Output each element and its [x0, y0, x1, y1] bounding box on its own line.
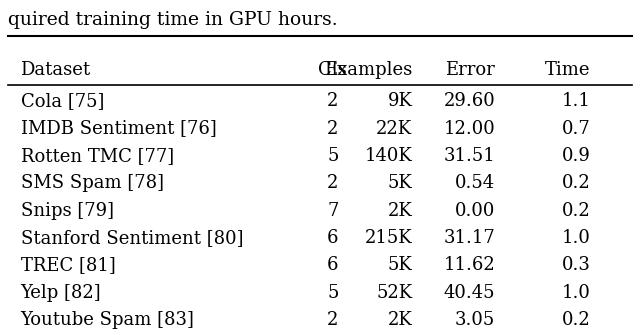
Text: 6: 6: [327, 229, 339, 247]
Text: 1.0: 1.0: [562, 284, 591, 302]
Text: TREC [81]: TREC [81]: [20, 257, 115, 274]
Text: Youtube Spam [83]: Youtube Spam [83]: [20, 311, 195, 329]
Text: 5K: 5K: [388, 174, 412, 192]
Text: 215K: 215K: [365, 229, 412, 247]
Text: 9K: 9K: [388, 92, 412, 110]
Text: 2: 2: [327, 174, 339, 192]
Text: 29.60: 29.60: [444, 92, 495, 110]
Text: 1.1: 1.1: [562, 92, 591, 110]
Text: Dataset: Dataset: [20, 61, 91, 79]
Text: Examples: Examples: [324, 61, 412, 79]
Text: 12.00: 12.00: [444, 120, 495, 137]
Text: 31.51: 31.51: [444, 147, 495, 165]
Text: 6: 6: [327, 257, 339, 274]
Text: 7: 7: [327, 202, 339, 220]
Text: IMDB Sentiment [76]: IMDB Sentiment [76]: [20, 120, 216, 137]
Text: Cola [75]: Cola [75]: [20, 92, 104, 110]
Text: Cls: Cls: [318, 61, 347, 79]
Text: 52K: 52K: [376, 284, 412, 302]
Text: 5: 5: [327, 147, 339, 165]
Text: Snips [79]: Snips [79]: [20, 202, 113, 220]
Text: 2: 2: [327, 92, 339, 110]
Text: 2K: 2K: [388, 202, 412, 220]
Text: 0.7: 0.7: [562, 120, 591, 137]
Text: Time: Time: [545, 61, 591, 79]
Text: Rotten TMC [77]: Rotten TMC [77]: [20, 147, 173, 165]
Text: 0.2: 0.2: [562, 202, 591, 220]
Text: 0.2: 0.2: [562, 311, 591, 329]
Text: 0.54: 0.54: [455, 174, 495, 192]
Text: 5K: 5K: [388, 257, 412, 274]
Text: 40.45: 40.45: [444, 284, 495, 302]
Text: 3.05: 3.05: [455, 311, 495, 329]
Text: quired training time in GPU hours.: quired training time in GPU hours.: [8, 11, 337, 29]
Text: 11.62: 11.62: [444, 257, 495, 274]
Text: 0.2: 0.2: [562, 174, 591, 192]
Text: 0.9: 0.9: [562, 147, 591, 165]
Text: 1.0: 1.0: [562, 229, 591, 247]
Text: 0.3: 0.3: [562, 257, 591, 274]
Text: 22K: 22K: [376, 120, 412, 137]
Text: SMS Spam [78]: SMS Spam [78]: [20, 174, 163, 192]
Text: 5: 5: [327, 284, 339, 302]
Text: 2: 2: [327, 120, 339, 137]
Text: 2K: 2K: [388, 311, 412, 329]
Text: 2: 2: [327, 311, 339, 329]
Text: 0.00: 0.00: [455, 202, 495, 220]
Text: Stanford Sentiment [80]: Stanford Sentiment [80]: [20, 229, 243, 247]
Text: Error: Error: [445, 61, 495, 79]
Text: 31.17: 31.17: [444, 229, 495, 247]
Text: 140K: 140K: [365, 147, 412, 165]
Text: Yelp [82]: Yelp [82]: [20, 284, 101, 302]
